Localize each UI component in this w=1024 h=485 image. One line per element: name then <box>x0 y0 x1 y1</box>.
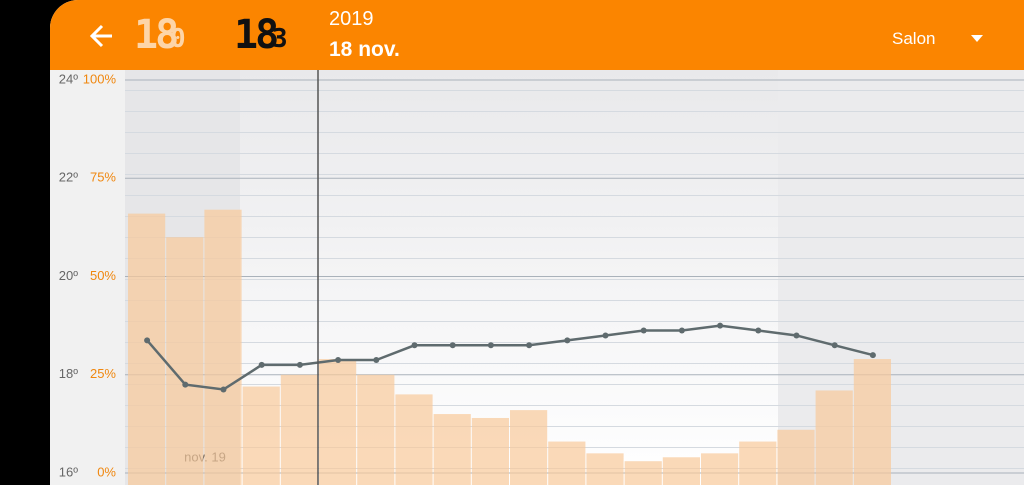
line-point <box>411 342 418 349</box>
line-point <box>449 342 456 349</box>
bar <box>166 237 204 485</box>
y2-tick-label: 0% <box>97 464 116 479</box>
line-point <box>258 361 265 368</box>
line-point <box>373 357 380 364</box>
bar <box>624 461 662 485</box>
bar <box>815 390 853 485</box>
line-point <box>220 386 227 393</box>
dropdown-arrow[interactable] <box>970 34 984 44</box>
y2-tick-label: 50% <box>90 268 116 283</box>
line-point <box>526 342 533 349</box>
bar <box>853 359 891 485</box>
y-tick-label: 22º <box>59 170 78 185</box>
bar <box>586 453 624 485</box>
bar <box>242 386 280 485</box>
line-point <box>296 361 303 368</box>
line-point <box>144 337 151 344</box>
y-tick-label: 18º <box>59 366 78 381</box>
line-point <box>564 337 571 344</box>
y2-tick-label: 75% <box>90 170 116 185</box>
header: 18 0 18 3 2019 18 nov. Salon <box>50 0 1024 70</box>
line-point <box>487 342 494 349</box>
display-1-small: 0 <box>170 24 186 54</box>
bar <box>777 429 815 485</box>
line-point <box>869 352 876 359</box>
bar <box>357 374 395 485</box>
line-point <box>335 357 342 364</box>
display-1: 18 <box>134 12 179 58</box>
y-tick-label: 24º <box>59 71 78 86</box>
line-point <box>831 342 838 349</box>
bar <box>319 359 357 485</box>
bar <box>433 414 471 485</box>
app: 18 0 18 3 2019 18 nov. Salon 16º 18º 20º 22… <box>50 0 1024 485</box>
line <box>146 324 874 391</box>
year: 2019 <box>329 8 374 30</box>
y-tick-label: 20º <box>59 268 78 283</box>
bar <box>701 453 739 485</box>
y-tick-label: 16º <box>59 464 78 479</box>
bar <box>510 410 548 485</box>
bar <box>548 441 586 485</box>
date: 18 nov. <box>329 38 400 61</box>
line-point <box>717 322 724 329</box>
bar <box>471 417 509 485</box>
bar <box>280 374 318 485</box>
line-point <box>678 327 685 334</box>
y2-tick-label: 25% <box>90 366 116 381</box>
display-2: 18 <box>234 12 279 58</box>
back-button[interactable] <box>80 16 120 56</box>
bar <box>204 209 242 485</box>
line-point <box>793 332 800 339</box>
bar <box>739 441 777 485</box>
line-point <box>755 327 762 334</box>
line-point <box>602 332 609 339</box>
bar <box>662 457 700 485</box>
bar <box>128 213 166 485</box>
line-point <box>640 327 647 334</box>
room-selector[interactable]: Salon <box>892 29 936 48</box>
line-point <box>182 381 189 388</box>
display-2-small: 3 <box>272 24 288 54</box>
y2-tick-label: 100% <box>83 71 117 86</box>
bar <box>395 394 433 485</box>
